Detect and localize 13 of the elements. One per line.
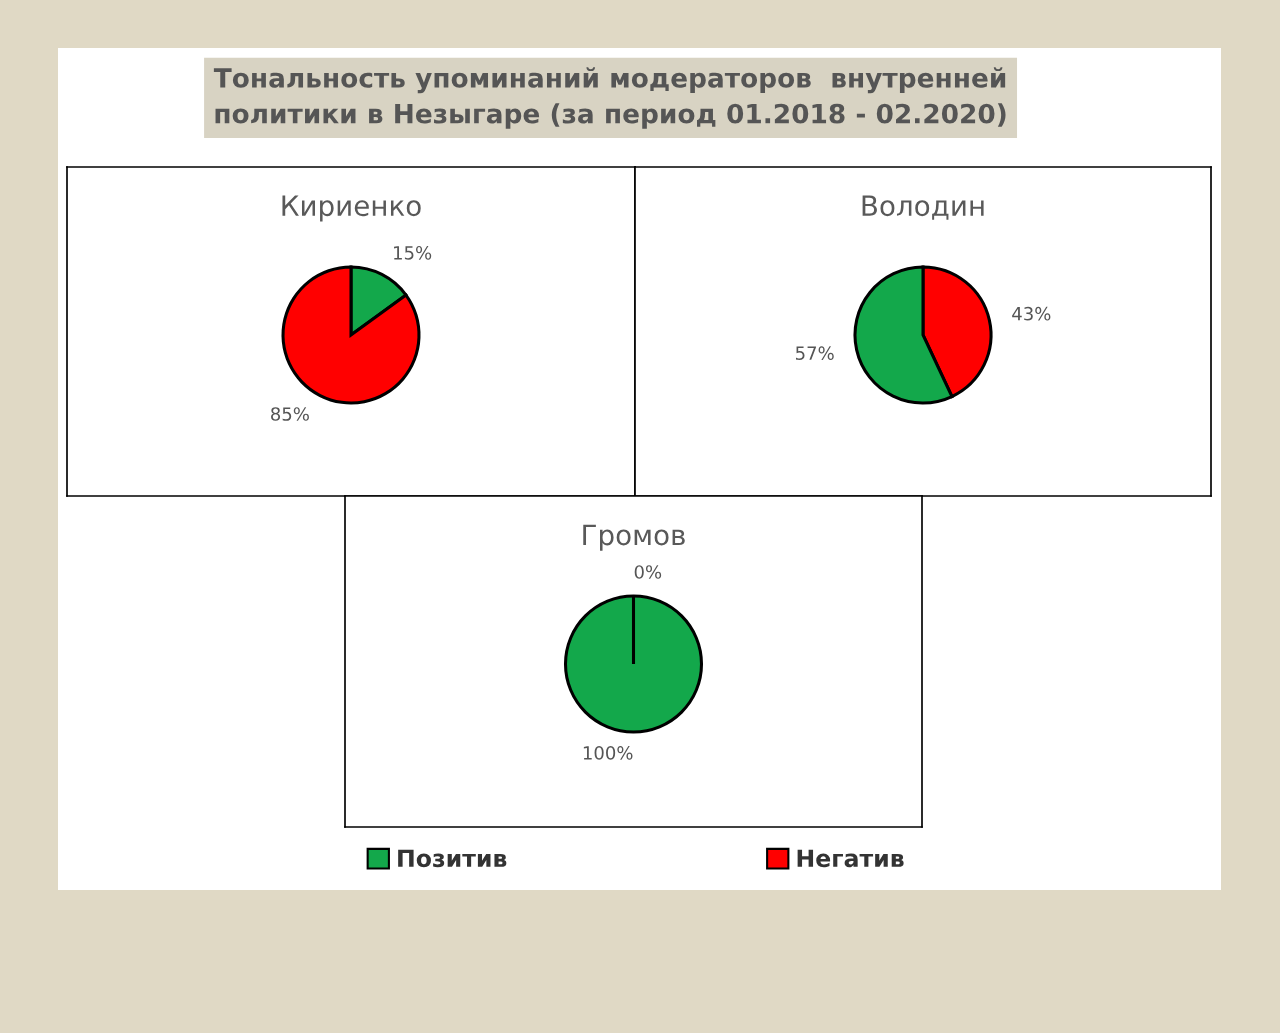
text: 0% bbox=[634, 565, 662, 579]
chart-title: Володин bbox=[862, 195, 984, 220]
chart-title: Кириенко bbox=[282, 195, 421, 222]
pie-slice bbox=[281, 265, 421, 405]
data-label: 43% bbox=[1012, 306, 1051, 321]
data-label: 15% bbox=[394, 246, 432, 260]
text: Тональность упоминаний модераторов внутренней политики в Незыгаре (за период 01.2018 - 02.2020) bbox=[213, 67, 1006, 129]
legend-label: Позитив bbox=[398, 849, 507, 868]
chart-title: Громов bbox=[583, 524, 685, 551]
data-label: 57% bbox=[796, 346, 834, 360]
data-label: 100% bbox=[583, 746, 633, 760]
legend-label: Негатив bbox=[797, 849, 904, 868]
data-label: 85% bbox=[271, 407, 309, 421]
